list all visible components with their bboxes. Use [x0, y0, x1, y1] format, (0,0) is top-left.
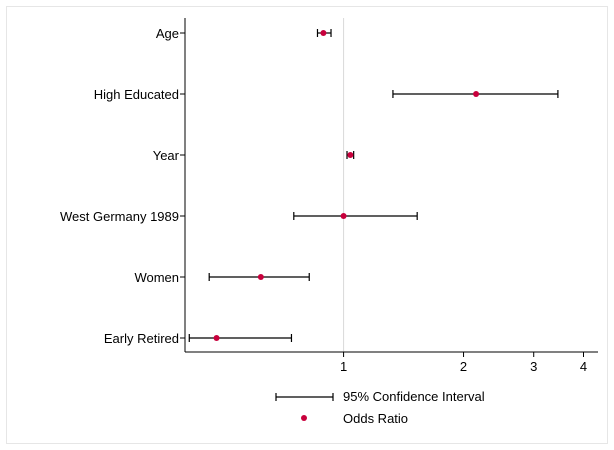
odds-ratio-points [213, 30, 480, 341]
y-tick-label: Women [134, 270, 179, 285]
legend-odds-label: Odds Ratio [343, 411, 408, 426]
y-ticks: Age High Educated Year West Germany 1989 Wom… [60, 26, 185, 346]
ci-bar [188, 334, 293, 342]
x-tick-label: 3 [530, 359, 537, 374]
x-tick-label: 2 [460, 359, 467, 374]
odds-ratio-point [257, 274, 264, 280]
y-tick-label: West Germany 1989 [60, 209, 179, 224]
plot-frame [6, 6, 608, 444]
legend: 95% Confidence Interval Odds Ratio [275, 389, 485, 426]
odds-ratio-point [347, 152, 354, 158]
ci-bar [293, 212, 418, 220]
y-tick-label: Age [156, 26, 179, 41]
confidence-intervals [188, 29, 559, 342]
y-tick-label: Early Retired [104, 331, 179, 346]
odds-ratio-point [340, 213, 347, 219]
legend-ci-label: 95% Confidence Interval [343, 389, 485, 404]
x-tick-label: 4 [580, 359, 587, 374]
legend-entry-ci: 95% Confidence Interval [275, 389, 485, 404]
legend-entry-odds: Odds Ratio [301, 411, 408, 426]
odds-ratio-point [213, 335, 220, 341]
y-tick-label: Year [153, 148, 180, 163]
x-tick-label: 1 [340, 359, 347, 374]
x-ticks: 1 2 3 4 [340, 352, 587, 374]
odds-ratio-point [320, 30, 327, 36]
odds-ratio-point [473, 91, 480, 97]
legend-odds-symbol [301, 415, 307, 421]
y-tick-label: High Educated [94, 87, 179, 102]
